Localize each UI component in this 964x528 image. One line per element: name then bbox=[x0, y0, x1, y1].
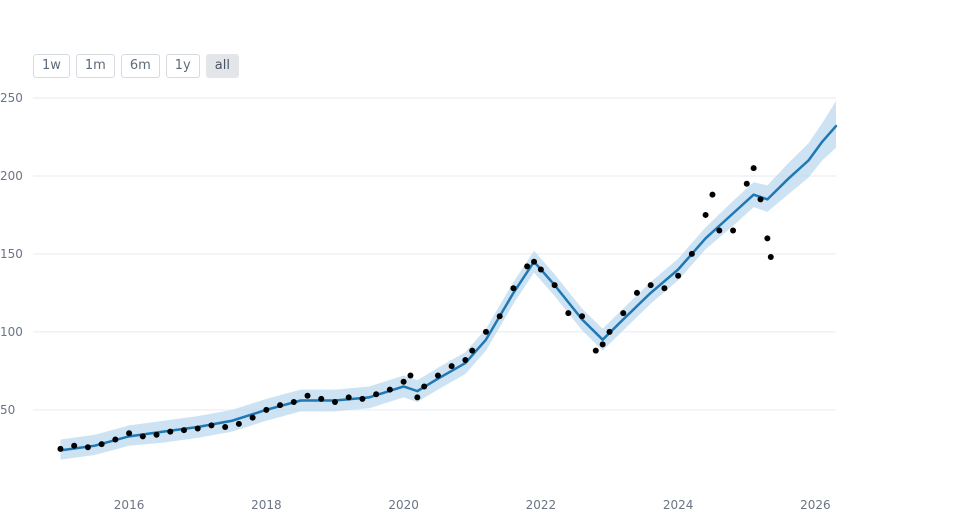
range-button-6m[interactable]: 6m bbox=[120, 54, 160, 78]
observed-point[interactable] bbox=[750, 165, 757, 172]
grid-layer bbox=[33, 97, 836, 411]
y-tick-label: 100 bbox=[0, 325, 23, 339]
observed-point[interactable] bbox=[407, 372, 414, 379]
observed-point[interactable] bbox=[599, 341, 606, 348]
x-tick-label: 2026 bbox=[800, 498, 831, 512]
observed-points-layer bbox=[57, 165, 774, 452]
observed-point[interactable] bbox=[688, 250, 695, 257]
x-tick-label: 2016 bbox=[114, 498, 145, 512]
observed-point[interactable] bbox=[757, 196, 764, 203]
observed-point[interactable] bbox=[579, 313, 586, 320]
observed-point[interactable] bbox=[359, 395, 366, 402]
range-button-1m[interactable]: 1m bbox=[75, 54, 115, 78]
forecast-line-layer bbox=[59, 124, 838, 452]
observed-point[interactable] bbox=[606, 328, 613, 335]
uncertainty-band-layer bbox=[60, 101, 836, 460]
observed-point[interactable] bbox=[167, 428, 174, 435]
observed-point[interactable] bbox=[98, 441, 105, 448]
observed-point[interactable] bbox=[290, 399, 297, 406]
y-tick-label: 150 bbox=[0, 247, 23, 261]
observed-point[interactable] bbox=[373, 391, 380, 398]
observed-point[interactable] bbox=[647, 282, 654, 289]
observed-point[interactable] bbox=[709, 191, 716, 198]
y-tick-label: 250 bbox=[0, 91, 23, 105]
observed-point[interactable] bbox=[551, 282, 558, 289]
observed-point[interactable] bbox=[743, 180, 750, 187]
observed-point[interactable] bbox=[318, 395, 325, 402]
observed-point[interactable] bbox=[139, 433, 146, 440]
range-button-1y[interactable]: 1y bbox=[165, 54, 200, 78]
y-tick-label: 200 bbox=[0, 169, 23, 183]
x-tick-label: 2022 bbox=[526, 498, 557, 512]
observed-point[interactable] bbox=[421, 383, 428, 390]
observed-point[interactable] bbox=[277, 402, 284, 409]
observed-point[interactable] bbox=[764, 235, 771, 242]
range-button-1w[interactable]: 1w bbox=[33, 54, 70, 78]
observed-point[interactable] bbox=[84, 444, 91, 451]
observed-point[interactable] bbox=[469, 347, 476, 354]
observed-point[interactable] bbox=[400, 378, 407, 385]
axis-labels-layer: 50 100 150 200 250 2016 2018 2020 2022 2024 2026 bbox=[0, 91, 831, 512]
observed-point[interactable] bbox=[345, 394, 352, 401]
observed-point[interactable] bbox=[249, 414, 256, 421]
observed-point[interactable] bbox=[414, 394, 421, 401]
observed-point[interactable] bbox=[126, 430, 133, 437]
observed-point[interactable] bbox=[153, 431, 160, 438]
observed-point[interactable] bbox=[57, 445, 64, 452]
observed-point[interactable] bbox=[675, 272, 682, 279]
observed-point[interactable] bbox=[434, 372, 441, 379]
observed-point[interactable] bbox=[386, 386, 393, 393]
observed-point[interactable] bbox=[620, 310, 627, 317]
observed-point[interactable] bbox=[304, 392, 311, 399]
observed-point[interactable] bbox=[537, 266, 544, 273]
observed-point[interactable] bbox=[592, 347, 599, 354]
observed-point[interactable] bbox=[180, 427, 187, 434]
observed-point[interactable] bbox=[565, 310, 572, 317]
observed-point[interactable] bbox=[716, 227, 723, 234]
observed-point[interactable] bbox=[331, 399, 338, 406]
observed-point[interactable] bbox=[482, 328, 489, 335]
forecast-line[interactable] bbox=[59, 124, 838, 452]
observed-point[interactable] bbox=[524, 263, 531, 270]
y-tick-label: 50 bbox=[0, 403, 15, 417]
observed-point[interactable] bbox=[462, 356, 469, 363]
x-tick-label: 2024 bbox=[663, 498, 694, 512]
range-button-all[interactable]: all bbox=[205, 54, 239, 78]
observed-point[interactable] bbox=[194, 425, 201, 432]
observed-point[interactable] bbox=[263, 406, 270, 413]
x-tick-label: 2018 bbox=[251, 498, 282, 512]
range-selector: 1w 1m 6m 1y all bbox=[33, 54, 239, 78]
x-tick-label: 2020 bbox=[388, 498, 419, 512]
observed-point[interactable] bbox=[235, 420, 242, 427]
observed-point[interactable] bbox=[208, 422, 215, 429]
observed-point[interactable] bbox=[112, 436, 119, 443]
observed-point[interactable] bbox=[510, 285, 517, 292]
observed-point[interactable] bbox=[531, 258, 538, 265]
observed-point[interactable] bbox=[702, 211, 709, 218]
observed-point[interactable] bbox=[767, 254, 774, 261]
observed-point[interactable] bbox=[730, 227, 737, 234]
uncertainty-band bbox=[60, 101, 836, 460]
observed-point[interactable] bbox=[496, 313, 503, 320]
observed-point[interactable] bbox=[633, 289, 640, 296]
observed-point[interactable] bbox=[661, 285, 668, 292]
observed-point[interactable] bbox=[222, 423, 229, 430]
observed-point[interactable] bbox=[71, 442, 78, 449]
observed-point[interactable] bbox=[448, 363, 455, 370]
